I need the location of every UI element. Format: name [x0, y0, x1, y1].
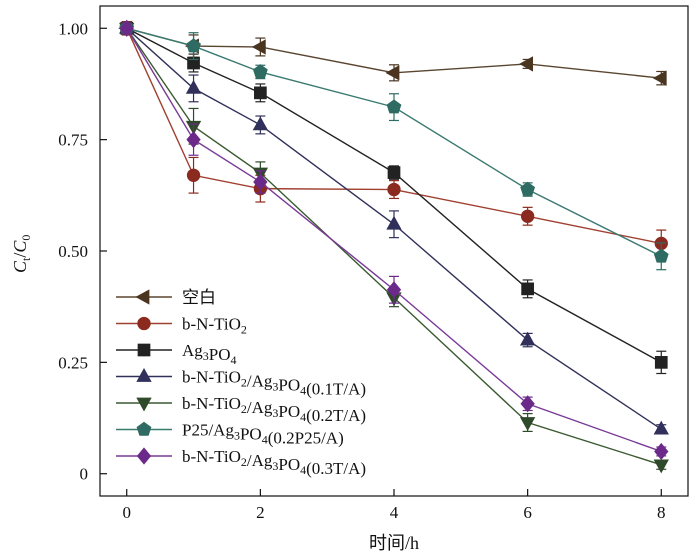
legend-entry-2: Ag3PO4: [116, 341, 237, 367]
legend-label: b-N-TiO2: [182, 315, 247, 337]
data-point: [252, 64, 268, 79]
data-point: [519, 56, 534, 72]
legend-marker: [137, 316, 151, 331]
legend-label: b-N-TiO2/Ag3PO4(0.3T/A): [182, 447, 366, 478]
series-line: [126, 27, 662, 430]
legend-label: b-N-TiO2/Ag3PO4(0.2T/A): [182, 394, 366, 425]
axes: 0 2 4 6 8 0 0.25 0.50 0.75 1.00 时间/h Ct/C0: [10, 5, 689, 553]
data-point: [653, 420, 669, 435]
legend-label: b-N-TiO2/Ag3PO4(0.1T/A): [182, 368, 366, 399]
legend-entry-4: b-N-TiO2/Ag3PO4(0.2T/A): [116, 394, 366, 425]
x-tick-label: 8: [657, 503, 666, 522]
y-tick-label: 0: [80, 465, 89, 484]
series-6: [119, 19, 669, 461]
legend-label: Ag3PO4: [182, 341, 237, 367]
legend-entry-1: b-N-TiO2: [116, 315, 247, 337]
data-point: [186, 168, 201, 182]
y-tick-label: 0.50: [58, 242, 88, 261]
data-point: [386, 215, 402, 230]
legend-label: 空白: [182, 288, 216, 307]
legend-marker: [137, 343, 151, 357]
legend-entry-5: P25/Ag3PO4(0.2P25/A): [116, 421, 344, 448]
data-point: [253, 173, 268, 191]
x-tick-label: 0: [122, 503, 131, 522]
legend-entry-6: b-N-TiO2/Ag3PO4(0.3T/A): [116, 447, 366, 478]
x-tick-label: 6: [523, 503, 532, 522]
data-point: [252, 116, 269, 131]
series-line: [126, 27, 662, 363]
plot-area: [118, 19, 669, 474]
legend-marker: [135, 289, 150, 305]
data-point: [519, 331, 536, 346]
data-point: [520, 395, 535, 413]
data-point: [519, 417, 536, 432]
x-tick-label: 4: [390, 503, 399, 522]
data-point: [653, 248, 669, 263]
x-tick-label: 2: [256, 503, 265, 522]
legend-entry-3: b-N-TiO2/Ag3PO4(0.1T/A): [116, 368, 366, 399]
data-point: [387, 166, 401, 179]
series-line: [126, 27, 662, 257]
data-point: [387, 182, 401, 197]
legend-entry-0: 空白: [116, 288, 216, 307]
y-axis-label: Ct/C0: [10, 235, 33, 273]
data-point: [652, 70, 667, 86]
data-point: [654, 442, 669, 461]
legend-marker: [136, 397, 152, 412]
legend-marker: [136, 421, 152, 436]
data-point: [119, 19, 134, 37]
series-3: [119, 19, 669, 435]
legend-marker: [136, 367, 152, 382]
data-point: [186, 131, 201, 149]
data-point: [520, 181, 536, 196]
data-point: [386, 281, 402, 299]
data-point: [385, 65, 400, 81]
series-line: [126, 27, 662, 453]
data-point: [185, 79, 202, 94]
y-tick-label: 1.00: [58, 19, 88, 38]
data-point: [654, 356, 668, 369]
y-tick-label: 0.75: [58, 131, 88, 150]
data-point: [520, 209, 535, 223]
legend: 空白b-N-TiO2Ag3PO4b-N-TiO2/Ag3PO4(0.1T/A)b…: [116, 288, 366, 478]
data-point: [254, 86, 267, 100]
data-point: [653, 459, 669, 474]
x-axis-label: 时间/h: [369, 533, 419, 553]
legend-marker: [136, 447, 152, 465]
data-point: [186, 38, 201, 53]
series-line: [126, 27, 662, 245]
series-0: [118, 20, 667, 86]
legend-label: P25/Ag3PO4(0.2P25/A): [182, 421, 344, 448]
y-tick-label: 0.25: [58, 353, 88, 372]
data-point: [251, 39, 266, 55]
data-point: [521, 282, 534, 296]
data-point: [386, 99, 402, 114]
